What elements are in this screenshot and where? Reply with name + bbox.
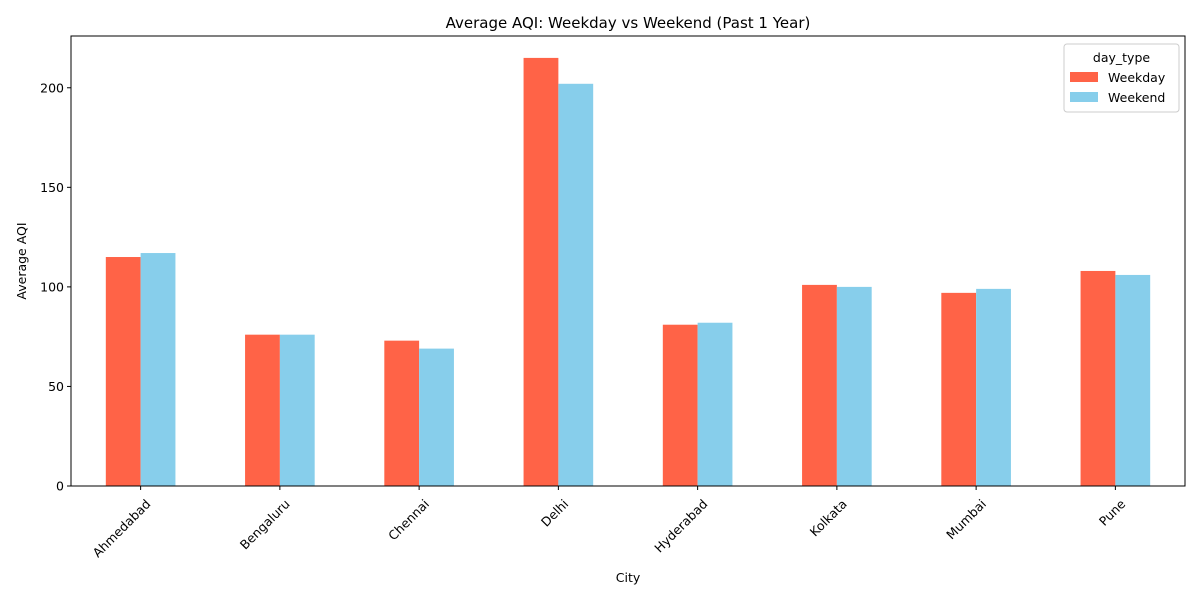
bar-weekday-hyderabad: [662, 324, 698, 486]
x-tick-label-bengaluru: Bengaluru: [237, 496, 293, 552]
x-tick-label-delhi: Delhi: [538, 496, 571, 529]
legend-swatch-weekday: [1070, 72, 1098, 82]
bar-weekday-delhi: [523, 57, 559, 487]
x-tick-label-hyderabad: Hyderabad: [651, 496, 710, 555]
bar-weekday-chennai: [384, 340, 420, 486]
bar-weekend-pune: [1115, 274, 1151, 486]
legend-label-weekday: Weekday: [1108, 70, 1166, 85]
y-tick-label: 100: [40, 279, 64, 294]
legend: day_type Weekday Weekend: [1063, 43, 1180, 113]
bar-weekday-bengaluru: [245, 334, 280, 486]
bar-weekend-bengaluru: [279, 334, 315, 486]
bar-weekend-ahmedabad: [140, 253, 176, 486]
y-axis-label: Average AQI: [14, 222, 29, 299]
x-axis: Ahmedabad Bengaluru Chennai Delhi Hyderabad K…: [90, 486, 1129, 560]
x-tick-label-kolkata: Kolkata: [807, 496, 850, 539]
legend-label-weekend: Weekend: [1108, 90, 1165, 105]
y-axis: 0 50 100 150 200: [40, 80, 71, 494]
bar-weekday-pune: [1080, 270, 1116, 486]
y-tick-label: 50: [48, 379, 64, 394]
x-tick-label-ahmedabad: Ahmedabad: [90, 496, 154, 560]
bar-weekend-hyderabad: [697, 322, 733, 486]
chart-title: Average AQI: Weekday vs Weekend (Past 1 …: [446, 14, 811, 32]
legend-swatch-weekend: [1070, 92, 1098, 102]
bar-weekend-delhi: [558, 83, 594, 487]
y-tick-label: 150: [40, 180, 64, 195]
bar-weekday-ahmedabad: [105, 257, 141, 486]
bars-group: [105, 57, 1151, 487]
bar-weekday-kolkata: [802, 284, 837, 486]
x-tick-label-pune: Pune: [1096, 496, 1129, 529]
legend-title: day_type: [1093, 50, 1150, 65]
bar-weekday-mumbai: [941, 292, 977, 486]
y-tick-label: 200: [40, 80, 64, 95]
axes-frame: [70, 35, 1186, 487]
x-tick-label-mumbai: Mumbai: [943, 496, 989, 542]
x-axis-label: City: [616, 570, 641, 585]
x-tick-label-chennai: Chennai: [385, 496, 432, 543]
bar-weekend-mumbai: [976, 288, 1011, 486]
bar-weekend-chennai: [419, 348, 454, 486]
y-tick-label: 0: [56, 479, 64, 494]
bar-weekend-kolkata: [836, 286, 872, 486]
